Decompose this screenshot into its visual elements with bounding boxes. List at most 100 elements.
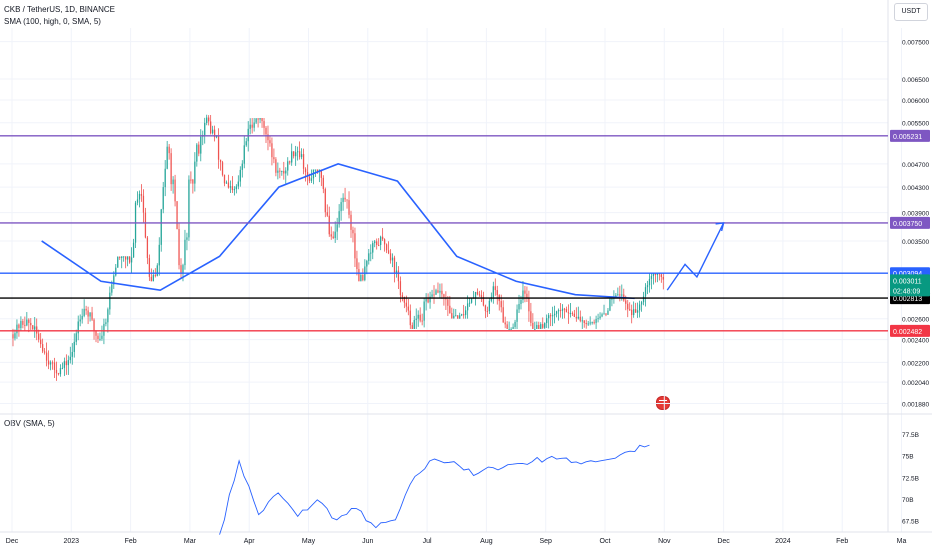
candle-body xyxy=(470,297,473,303)
candle-body xyxy=(89,312,91,317)
candle-body xyxy=(225,182,228,184)
candle-body xyxy=(540,324,542,329)
candle-body xyxy=(629,309,631,311)
candle-body xyxy=(320,169,322,178)
candle-body xyxy=(585,322,587,325)
candle-body xyxy=(113,275,115,285)
level-price-label: 0.002813 xyxy=(893,296,922,303)
candle-body xyxy=(631,309,633,316)
candle-body xyxy=(59,368,62,375)
candle-body xyxy=(374,241,376,244)
candle-body xyxy=(615,295,617,298)
candle-body xyxy=(287,161,289,171)
time-axis-tick-label: Aug xyxy=(480,538,493,545)
candle-body xyxy=(522,290,524,300)
candle-body xyxy=(221,162,224,175)
candle-body xyxy=(22,320,24,325)
candle-body xyxy=(431,294,433,297)
candle-body xyxy=(63,361,66,368)
candle-body xyxy=(257,118,259,120)
candle-body xyxy=(146,237,149,259)
candle-body xyxy=(660,274,662,277)
candle-body xyxy=(381,236,384,240)
candle-body xyxy=(128,256,131,263)
candle-body xyxy=(366,260,368,267)
candle-body xyxy=(466,303,469,311)
candle-body xyxy=(261,118,263,122)
candle-body xyxy=(40,339,42,345)
candle-body xyxy=(644,287,647,297)
time-axis-tick-label: Sep xyxy=(539,538,552,545)
us-flag-icon[interactable] xyxy=(656,396,670,410)
current-price-label: 0.003011 xyxy=(893,278,922,285)
candle-body xyxy=(551,315,554,317)
time-axis-tick-label: Feb xyxy=(836,538,848,545)
candle-body xyxy=(247,128,249,142)
candle-body xyxy=(336,224,338,232)
time-axis-tick-label: Dec xyxy=(717,538,730,545)
candle-body xyxy=(57,373,60,375)
candle-body xyxy=(441,290,443,295)
candle-body xyxy=(314,169,317,171)
candle-body xyxy=(243,145,245,164)
candle-body xyxy=(474,291,477,298)
candle-body xyxy=(253,122,255,128)
candle-body xyxy=(69,356,71,361)
candle-body xyxy=(289,161,291,163)
candle-body xyxy=(255,118,257,123)
candle-body xyxy=(45,352,48,361)
candle-body xyxy=(549,315,552,317)
candle-body xyxy=(245,141,247,146)
candle-body xyxy=(611,298,613,300)
candle-body xyxy=(557,310,560,312)
candle-body xyxy=(439,290,441,293)
level-price-label: 0.002482 xyxy=(893,329,922,336)
candle-body xyxy=(298,151,301,158)
current-price-tag xyxy=(890,274,930,297)
candle-body xyxy=(512,326,514,329)
candle-body xyxy=(559,310,562,312)
currency-unit-button[interactable]: USDT xyxy=(894,3,928,21)
candle-body xyxy=(380,236,382,245)
candle-body xyxy=(553,313,556,316)
candle-body xyxy=(178,229,180,266)
candle-body xyxy=(340,202,342,212)
price-axis-tick-label: 0.007500 xyxy=(902,40,929,47)
candle-body xyxy=(634,309,637,313)
obv-axis-tick-label: 72.5B xyxy=(902,475,919,482)
obv-indicator-legend[interactable]: OBV (SMA, 5) xyxy=(4,419,55,428)
candle-body xyxy=(310,178,313,181)
candle-body xyxy=(184,239,186,266)
time-axis-tick-label: Mar xyxy=(184,538,197,545)
candle-body xyxy=(500,301,502,308)
candle-body xyxy=(603,313,605,315)
price-axis-tick-label: 0.002600 xyxy=(902,317,929,324)
candle-body xyxy=(186,237,188,240)
candle-body xyxy=(646,285,649,288)
candle-body xyxy=(55,370,58,374)
candle-body xyxy=(140,193,143,196)
candle-body xyxy=(293,151,295,157)
candle-body xyxy=(170,153,172,185)
candle-body xyxy=(158,244,160,266)
sma-indicator-legend[interactable]: SMA (100, high, 0, SMA, 5) xyxy=(4,17,101,26)
candle-body xyxy=(241,163,243,170)
candle-body xyxy=(591,322,593,324)
candle-body xyxy=(573,313,576,317)
candle-body xyxy=(455,315,457,317)
candle-body xyxy=(38,333,40,340)
candle-body xyxy=(496,290,498,296)
candle-body xyxy=(389,253,392,261)
time-axis-tick-label: 2023 xyxy=(64,538,80,545)
candle-body xyxy=(391,257,394,261)
candle-body xyxy=(393,257,396,273)
candle-body xyxy=(538,325,540,329)
candle-body xyxy=(138,193,141,200)
candle-body xyxy=(397,270,400,282)
candle-body xyxy=(354,233,356,259)
candle-body xyxy=(484,305,487,312)
candle-body xyxy=(61,367,64,369)
candle-body xyxy=(204,122,206,136)
candle-body xyxy=(334,231,336,239)
